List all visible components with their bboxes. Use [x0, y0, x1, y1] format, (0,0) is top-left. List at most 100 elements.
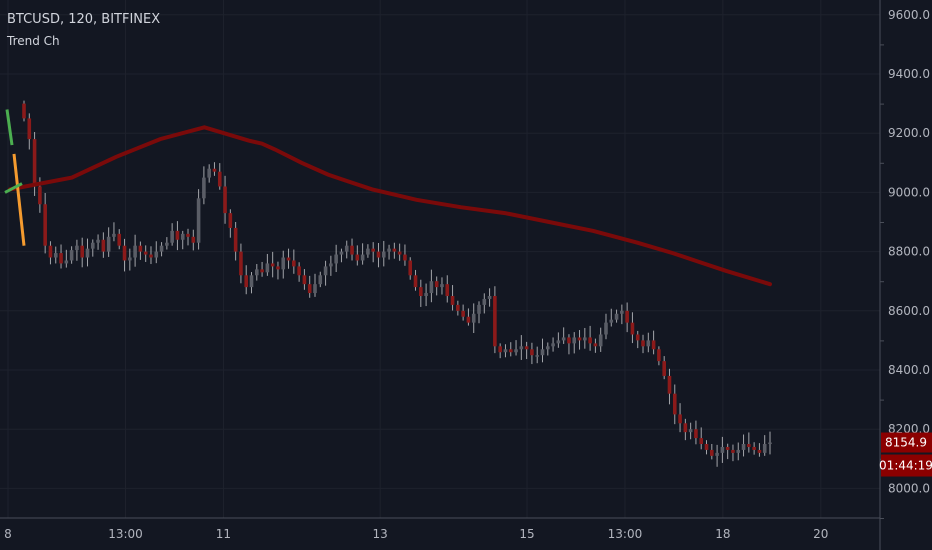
candle-body: [715, 452, 719, 456]
candle-body: [64, 260, 69, 264]
candle-body: [456, 304, 460, 311]
chart-legend: BTCUSD, 120, BITFINEX Trend Ch: [7, 11, 160, 50]
candle-body: [217, 171, 222, 187]
candle-body: [228, 213, 233, 228]
candle-body: [662, 361, 666, 376]
candle-body: [482, 298, 487, 305]
candle-body: [170, 230, 174, 243]
candle-body: [207, 168, 211, 178]
candle-body: [392, 248, 397, 252]
candle-body: [186, 233, 190, 237]
candle-body: [493, 296, 497, 347]
symbol-label[interactable]: BTCUSD, 120, BITFINEX: [7, 12, 161, 27]
candle-body: [477, 304, 481, 314]
candle-body: [757, 449, 762, 453]
y-tick-label: 8000.0: [888, 481, 930, 495]
candle-body: [212, 168, 217, 172]
candle-body: [302, 275, 307, 285]
candle-body: [720, 446, 725, 453]
candle-body: [514, 349, 518, 353]
candle-body: [286, 257, 291, 261]
trend-down-segment: [12, 153, 26, 246]
candle-body: [503, 349, 508, 353]
candle-body: [128, 257, 132, 261]
x-tick-label: 15: [519, 527, 534, 541]
candle-body: [75, 245, 79, 251]
candle-body: [249, 275, 254, 288]
candle-body: [466, 316, 471, 323]
candle-body: [175, 230, 180, 240]
x-tick-label: 13: [372, 527, 387, 541]
candle-body: [90, 242, 95, 249]
candle-body: [524, 346, 529, 350]
candle-body: [101, 239, 106, 252]
candle-body: [731, 449, 735, 453]
candle-body: [292, 260, 296, 267]
candle-body: [318, 275, 323, 285]
candle-body: [445, 284, 450, 296]
candle-body: [572, 337, 577, 344]
candle-body: [725, 446, 730, 450]
candle-body: [233, 227, 238, 252]
candle-body: [143, 251, 148, 255]
candle-body: [22, 103, 26, 119]
candle-body: [598, 334, 603, 347]
candle-body: [133, 245, 137, 258]
candle-body: [270, 263, 275, 267]
price-badges: 8154.9 01:44:19: [879, 432, 932, 477]
candle-body: [704, 444, 709, 450]
trend-channel: [4, 109, 772, 287]
candle-body: [657, 349, 661, 362]
candle-body: [710, 449, 714, 456]
candle-body: [741, 444, 746, 450]
candle-body: [646, 340, 651, 347]
candle-body: [244, 275, 249, 288]
x-tick-label: 11: [216, 527, 231, 541]
candle-body: [498, 346, 502, 353]
candle-body: [768, 442, 772, 445]
candle-body: [254, 269, 259, 276]
candle-body: [530, 349, 534, 356]
candle-body: [736, 449, 741, 453]
candle-body: [429, 281, 434, 294]
candle-body: [577, 337, 582, 341]
candle-body: [561, 337, 566, 341]
y-tick-label: 9200.0: [888, 126, 930, 140]
countdown-text: 01:44:19: [879, 459, 932, 473]
candle-body: [48, 245, 53, 258]
candle-body: [614, 313, 619, 320]
candle-body: [667, 375, 672, 394]
candle-body: [281, 257, 286, 270]
candle-body: [329, 263, 333, 267]
candle-body: [387, 248, 391, 252]
candle-body: [313, 284, 317, 294]
candle-body: [519, 346, 524, 350]
candle-body: [334, 254, 338, 264]
candle-body: [355, 254, 360, 261]
candle-body: [191, 236, 196, 243]
candle-body: [80, 245, 84, 258]
candle-body: [545, 346, 550, 350]
last-price-text: 8154.9: [885, 436, 927, 450]
candle-body: [630, 322, 635, 335]
candle-body: [487, 296, 492, 299]
candle-body: [165, 242, 169, 246]
candle-body: [69, 250, 74, 261]
x-tick-label: 13:00: [608, 527, 643, 541]
indicator-label[interactable]: Trend Ch: [7, 34, 60, 48]
candle-body: [620, 310, 624, 314]
y-tick-label: 8800.0: [888, 245, 930, 259]
candle-body: [450, 296, 455, 305]
candle-body: [85, 248, 90, 258]
candle-body: [344, 245, 349, 252]
candle-body: [339, 251, 344, 255]
candle-body: [397, 251, 402, 255]
y-tick-label: 9600.0: [888, 8, 930, 22]
candle-body: [196, 198, 201, 243]
candle-body: [223, 186, 227, 214]
candle-body: [376, 251, 381, 258]
candle-body: [180, 233, 185, 240]
candle-body: [59, 253, 63, 264]
